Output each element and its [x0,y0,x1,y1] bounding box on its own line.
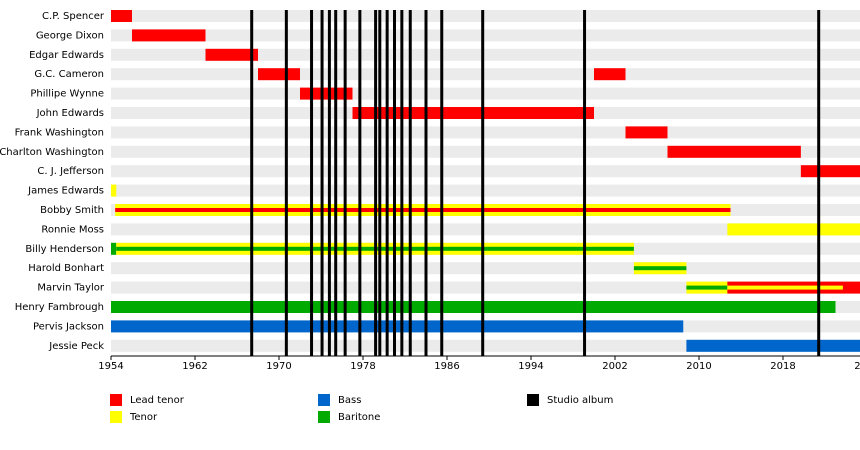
bar [686,339,860,352]
legend-label: Tenor [129,412,158,423]
bar [111,242,117,255]
bar [258,68,300,81]
y-tick-label: C.P. Spencer [42,11,105,22]
stripe [633,266,687,271]
row-band [111,48,860,61]
y-tick-label: Jessie Peck [48,341,104,352]
legend-label: Studio album [547,395,613,406]
row-band [111,184,860,197]
legend-label: Baritone [338,412,380,423]
x-tick-label: 2026 [854,361,860,372]
y-tick-label: Henry Fambrough [15,302,104,313]
y-tick-label: Marvin Taylor [37,283,104,294]
y-tick-label: Bobby Smith [40,205,104,216]
row-band [111,10,860,22]
bar [594,68,626,81]
row-band [111,281,860,294]
row-band [111,165,860,178]
bar [111,184,117,197]
y-tick-label: Pervis Jackson [33,321,104,332]
row-band [111,126,860,139]
y-tick-label: C. J. Jefferson [37,166,104,177]
y-tick-label: Charlton Washington [0,147,104,158]
x-tick-label: 2010 [686,361,711,372]
y-tick-label: Harold Bonhart [28,263,104,274]
row-band [111,339,860,352]
legend-swatch [318,411,330,423]
row-band [111,87,860,100]
y-tick-label: Ronnie Moss [41,224,104,235]
legend-swatch [110,411,122,423]
bar [111,320,684,333]
legend-label: Bass [338,395,361,406]
x-tick-label: 1962 [182,361,207,372]
stripe [115,208,731,212]
x-tick-label: 1986 [434,361,459,372]
y-tick-label: John Edwards [36,108,104,119]
legend-swatch [527,394,539,406]
x-tick-label: 1954 [98,361,123,372]
bar [205,48,258,61]
x-tick-label: 1994 [518,361,543,372]
y-tick-label: Billy Henderson [25,244,104,255]
bar [132,29,206,42]
row-band [111,223,860,236]
y-tick-label: Frank Washington [15,127,104,138]
x-tick-label: 1970 [266,361,291,372]
bar [352,107,594,119]
bar [667,145,801,158]
bar [111,301,836,313]
bar [800,165,860,178]
bar [625,126,668,139]
row-band [111,68,860,81]
legend-label: Lead tenor [130,395,185,406]
bar [111,10,132,22]
legend-swatch [318,394,330,406]
row-band [111,262,860,275]
row-band [111,29,860,42]
x-tick-label: 1978 [350,361,375,372]
y-tick-label: Edgar Edwards [29,50,104,61]
y-tick-label: James Edwards [27,186,104,197]
bar [727,223,860,236]
y-tick-label: G.C. Cameron [34,69,104,80]
stripe [686,285,728,290]
y-tick-label: Phillipe Wynne [30,89,104,100]
stripe [727,285,843,290]
y-tick-label: George Dixon [36,30,104,41]
bar [300,87,353,100]
x-tick-label: 2002 [602,361,627,372]
x-tick-label: 2018 [770,361,795,372]
legend-swatch [110,394,122,406]
